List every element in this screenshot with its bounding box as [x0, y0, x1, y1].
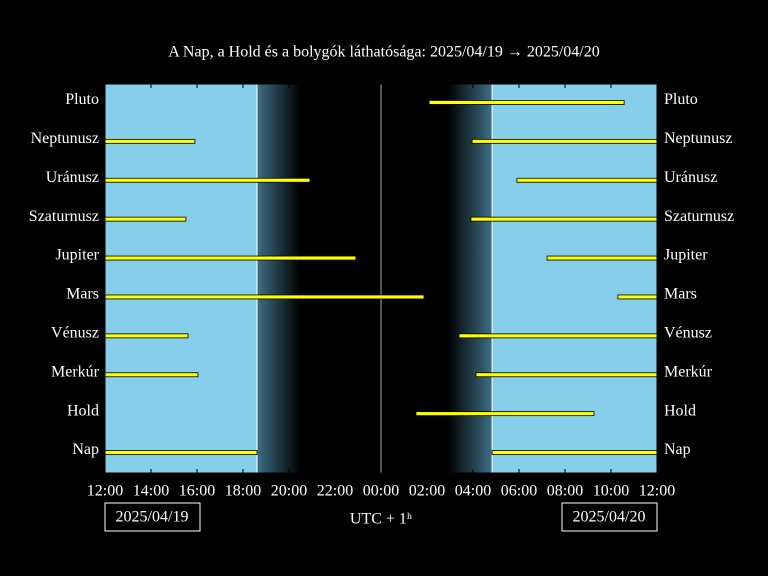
- row-label-right: Vénusz: [664, 325, 712, 342]
- visibility-bar: [104, 294, 425, 300]
- visibility-bar: [104, 372, 199, 378]
- x-tick-label: 12:00: [87, 483, 123, 500]
- visibility-bar: [546, 255, 658, 261]
- row-label-left: Nap: [72, 441, 99, 458]
- start-date: 2025/04/19: [116, 509, 189, 526]
- end-date: 2025/04/20: [573, 509, 646, 526]
- x-tick-label: 14:00: [133, 483, 169, 500]
- date-box: [561, 502, 658, 532]
- row-label-right: Hold: [664, 402, 696, 419]
- x-tick-label: 08:00: [547, 483, 583, 500]
- twilight-dusk: [257, 84, 301, 473]
- visibility-bar: [470, 216, 658, 222]
- visibility-bar: [104, 216, 187, 222]
- visibility-bar: [415, 411, 595, 417]
- visibility-bar: [475, 372, 658, 378]
- x-tick-label: 04:00: [455, 483, 491, 500]
- row-label-right: Uránusz: [664, 169, 717, 186]
- row-label-left: Mars: [66, 286, 99, 303]
- x-tick-label: 20:00: [271, 483, 307, 500]
- row-label-left: Jupiter: [55, 247, 99, 264]
- row-label-left: Neptunusz: [31, 130, 99, 147]
- x-tick-label: 10:00: [593, 483, 629, 500]
- x-tick-label: 16:00: [179, 483, 215, 500]
- visibility-bar: [471, 138, 658, 144]
- x-tick-label: 00:00: [363, 483, 399, 500]
- x-tick-label: 02:00: [409, 483, 445, 500]
- visibility-bar: [104, 255, 357, 261]
- visibility-bar: [428, 100, 625, 105]
- visibility-bar: [516, 177, 658, 183]
- date-box: [104, 502, 201, 532]
- visibility-bar: [104, 450, 258, 455]
- visibility-bar: [617, 294, 658, 300]
- visibility-bar: [104, 177, 311, 183]
- row-label-left: Szaturnusz: [29, 208, 99, 225]
- row-label-right: Jupiter: [664, 247, 708, 264]
- row-label-right: Neptunusz: [664, 130, 732, 147]
- visibility-bar: [491, 450, 658, 455]
- row-label-right: Pluto: [664, 91, 698, 108]
- row-label-left: Uránusz: [46, 169, 99, 186]
- row-label-left: Merkúr: [51, 363, 100, 380]
- row-label-right: Nap: [664, 441, 691, 458]
- night: [300, 84, 449, 473]
- row-label-left: Vénusz: [51, 325, 99, 342]
- x-tick-label: 18:00: [225, 483, 261, 500]
- x-axis-label: UTC + 1ʰ: [350, 511, 412, 528]
- chart-title: A Nap, a Hold és a bolygók láthatósága: …: [168, 44, 600, 61]
- row-label-right: Mars: [664, 286, 697, 303]
- visibility-bar: [104, 138, 196, 144]
- x-tick-label: 22:00: [317, 483, 353, 500]
- x-tick-label: 06:00: [501, 483, 537, 500]
- x-tick-label: 12:00: [639, 483, 675, 500]
- visibility-bar: [458, 333, 658, 339]
- row-label-right: Merkúr: [664, 363, 713, 380]
- plot-frame: [104, 83, 658, 474]
- row-label-left: Hold: [67, 402, 99, 419]
- twilight-dawn: [447, 84, 493, 473]
- row-label-right: Szaturnusz: [664, 208, 734, 225]
- visibility-bar: [104, 333, 189, 339]
- row-label-left: Pluto: [65, 91, 99, 108]
